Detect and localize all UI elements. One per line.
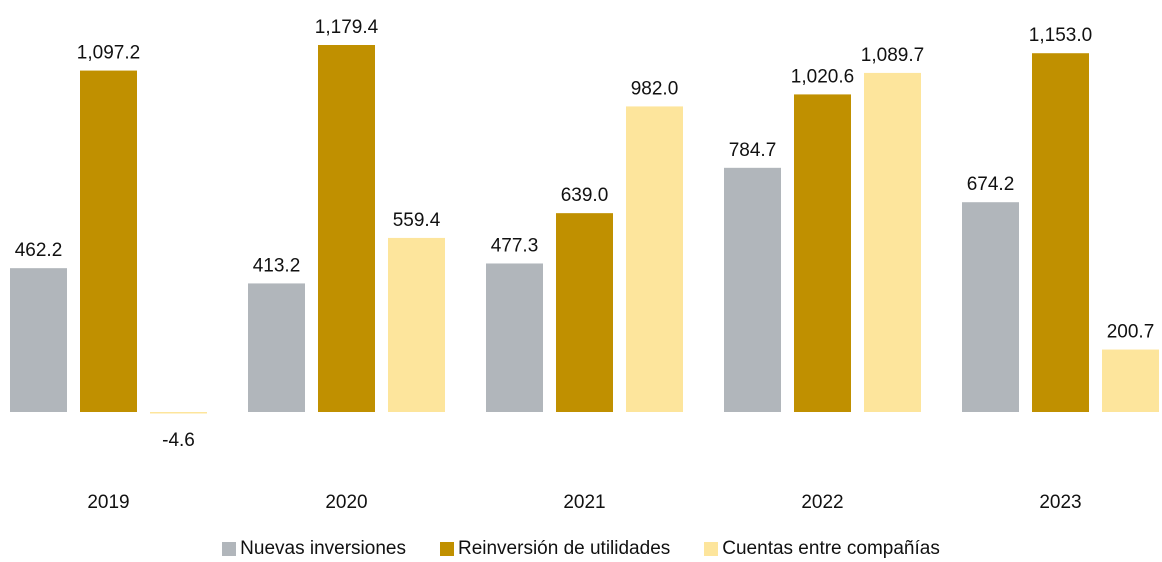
x-tick-label-2023: 2023 [1039,492,1081,513]
bar-2019-s0 [10,268,67,412]
bar-2019-s1 [80,70,137,412]
data-label-2020-s1: 1,179.4 [315,17,379,38]
data-label-2020-s0: 413.2 [253,255,301,276]
data-label-2023-s1: 1,153.0 [1029,25,1092,46]
data-label-2021-s1: 639.0 [561,185,609,206]
data-label-2020-s2: 559.4 [393,210,441,231]
bar-2022-s1 [794,94,851,413]
bar-2022-s2 [864,72,921,412]
legend-item-nuevas-inversiones: Nuevas inversiones [222,538,406,560]
bar-2022-s0 [724,167,781,412]
legend-swatch [222,542,237,556]
bar-2020-s2 [388,237,445,412]
legend-label: Reinversión de utilidades [457,538,671,559]
bar-2023-s0 [962,202,1019,412]
legend-swatch [704,542,719,556]
legend-label: Nuevas inversiones [240,538,406,559]
data-label-2022-s1: 1,020.6 [791,66,854,87]
bar-2021-s2 [626,106,683,413]
data-label-2022-s0: 784.7 [729,140,777,161]
bar-2021-s1 [556,213,613,412]
data-label-2021-s2: 982.0 [631,78,679,99]
bar-2020-s1 [318,45,375,412]
x-tick-label-2019: 2019 [87,492,129,513]
bar-chart: 462.2 1,097.2 -4.6 413.2 1,179.4 559.4 477.3 63… [10,17,1159,513]
legend-label: Cuentas entre compañías [722,538,940,559]
data-label-2022-s2: 1,089.7 [861,45,924,66]
legend-item-reinversion-de-utilidades: Reinversión de utilidades [439,538,671,560]
x-tick-label-2022: 2022 [801,492,843,513]
data-label-2019-s1: 1,097.2 [77,43,140,64]
x-tick-label-2020: 2020 [325,492,367,513]
legend-swatch [439,542,454,556]
x-axis-ticks: 2019 2020 2021 2022 2023 [87,492,1081,513]
data-label-2019-s0: 462.2 [15,240,63,261]
data-label-2023-s2: 200.7 [1107,322,1155,343]
legend: Nuevas inversiones Reinversión de utilid… [0,536,1162,562]
bar-2023-s1 [1032,53,1089,412]
data-labels-group: 462.2 1,097.2 -4.6 413.2 1,179.4 559.4 477.3 63… [15,17,1155,451]
data-label-2021-s0: 477.3 [491,235,539,256]
data-label-2019-s2: -4.6 [162,430,195,451]
bar-2023-s2 [1102,349,1159,412]
bars-group [10,45,1159,414]
bar-2021-s0 [486,263,543,412]
bar-2019-s2 [150,412,207,414]
data-label-2023-s0: 674.2 [967,174,1015,195]
x-tick-label-2021: 2021 [563,492,605,513]
legend-item-cuentas-entre-companias: Cuentas entre compañías [704,538,940,560]
bar-2020-s0 [248,283,305,412]
